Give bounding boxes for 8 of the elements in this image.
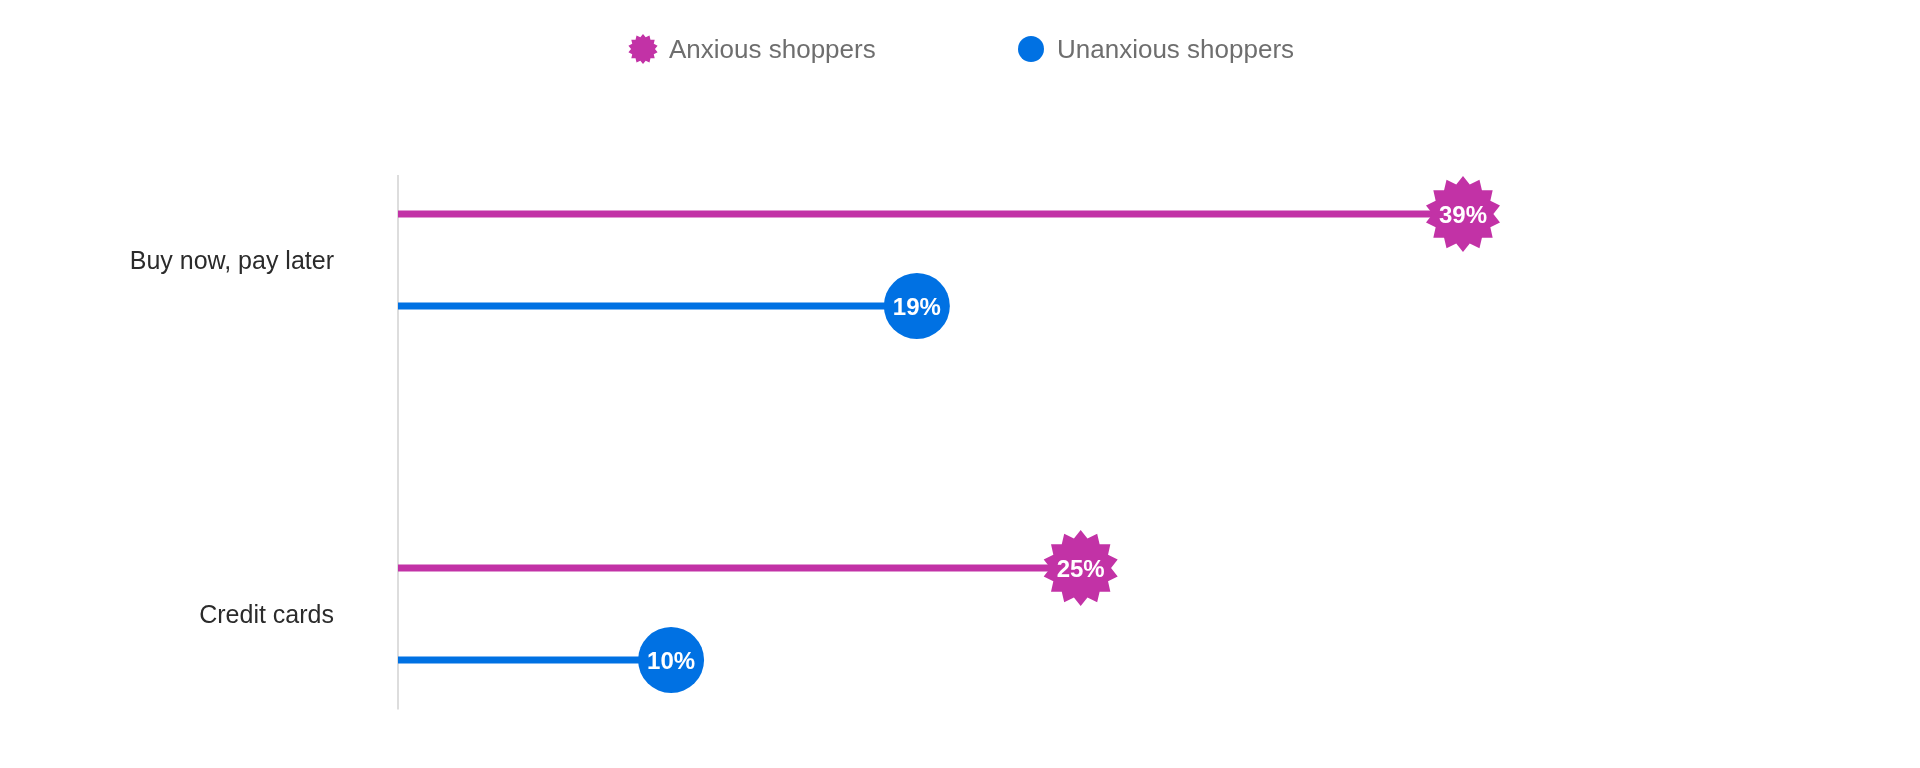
data-label: 10% [647, 646, 696, 674]
y-tick-label: Credit cards [199, 600, 334, 628]
legend-label: Anxious shoppers [669, 34, 876, 64]
data-label: 19% [892, 292, 941, 320]
data-label: 25% [1056, 554, 1105, 582]
y-tick-label: Buy now, pay later [129, 246, 334, 274]
legend-label: Unanxious shoppers [1057, 34, 1295, 64]
data-label: 39% [1438, 200, 1488, 228]
